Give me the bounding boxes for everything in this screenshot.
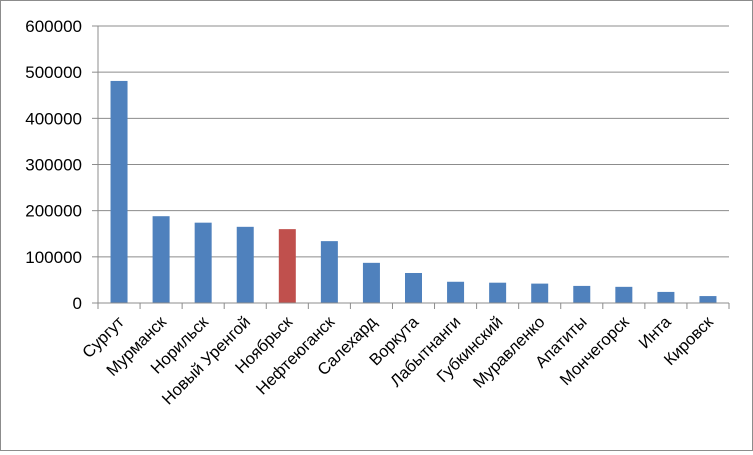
y-tick-labels: 0 100000 200000 300000 400000 500000 600000: [25, 17, 82, 313]
bar: [531, 283, 549, 303]
y-tick-label: 400000: [25, 109, 82, 128]
bar: [362, 262, 380, 303]
bar: [152, 216, 170, 303]
y-tick-label: 600000: [25, 17, 82, 36]
axes: [92, 25, 730, 309]
bar: [699, 296, 717, 303]
bar: [657, 291, 675, 303]
bar: [194, 222, 212, 303]
bar: [110, 80, 128, 304]
bar: [573, 285, 591, 303]
bar: [615, 286, 633, 303]
y-tick-label: 300000: [25, 156, 82, 175]
y-tick-label: 200000: [25, 202, 82, 221]
gridlines: [98, 25, 729, 258]
bar: [278, 229, 296, 303]
y-tick-label: 0: [73, 294, 82, 313]
bar: [320, 241, 338, 303]
bar: [405, 272, 422, 303]
bar: [489, 282, 507, 303]
y-tick-label: 500000: [25, 63, 82, 82]
x-tick-label: Инта: [635, 313, 675, 353]
bar: [236, 226, 254, 303]
y-tick-label: 100000: [25, 248, 82, 267]
bars: [110, 80, 717, 304]
bar: [447, 281, 465, 303]
